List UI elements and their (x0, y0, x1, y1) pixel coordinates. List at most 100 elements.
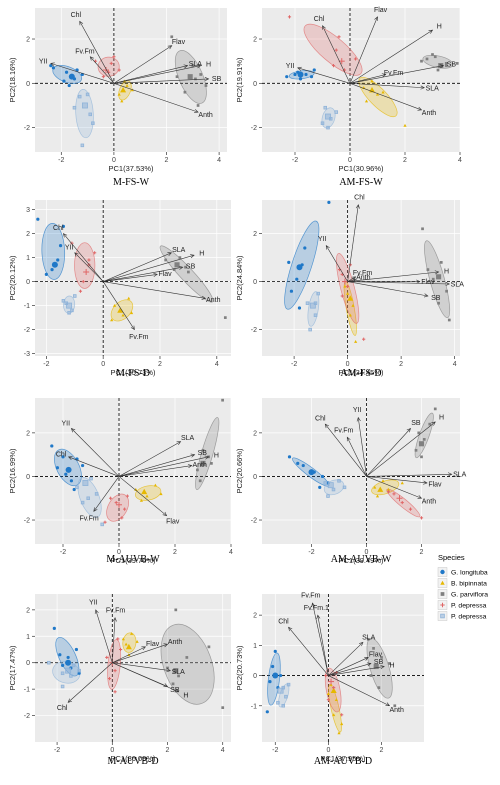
y-axis-label: PC2(20.73%) (235, 645, 244, 691)
data-point (153, 483, 157, 487)
arrow-head (70, 428, 76, 433)
group-centroid (200, 460, 206, 466)
arrow-head (311, 602, 316, 608)
data-point (337, 35, 341, 39)
data-point (377, 686, 381, 689)
x-tick-label: 2 (399, 361, 403, 368)
data-point (77, 668, 81, 673)
y-tick-label: -2 (251, 125, 257, 132)
data-point (445, 289, 448, 293)
loading-arrow (366, 473, 452, 477)
data-point (271, 664, 275, 669)
loading-label: Chl (315, 415, 326, 422)
x-tick-label: 4 (229, 549, 233, 556)
loading-arrow (112, 662, 171, 671)
group-centroid (330, 687, 337, 694)
data-point (201, 448, 205, 452)
loading-arrow (357, 417, 367, 477)
data-point (316, 291, 320, 296)
data-point (296, 461, 300, 465)
data-point (159, 492, 163, 496)
x-tick-label: 0 (326, 747, 330, 754)
loading-arrow (366, 428, 411, 477)
arrow-head (62, 233, 68, 238)
data-point (332, 713, 336, 717)
data-point (110, 318, 114, 322)
arrow-head (67, 698, 73, 703)
x-tick-label: 0 (346, 361, 350, 368)
legend-label: P. depressa (451, 614, 487, 621)
x-tick-label: -2 (58, 157, 64, 164)
arrow-head (355, 204, 360, 209)
data-point (123, 507, 127, 511)
y-tick-label: 0 (253, 474, 257, 481)
data-point (301, 463, 305, 468)
loading-label: SB (212, 76, 222, 83)
data-point (444, 62, 448, 65)
data-point (431, 277, 435, 281)
data-point (129, 311, 134, 315)
data-point (439, 261, 443, 264)
loading-label: SB (374, 659, 384, 666)
loading-arrow (113, 78, 209, 84)
group-centroid (82, 480, 89, 486)
loading-arrow (349, 74, 386, 84)
loading-arrow (103, 252, 172, 282)
x-tick-label: 4 (221, 747, 225, 754)
loading-arrow (347, 276, 356, 282)
group-centroid (103, 67, 110, 74)
data-point (56, 258, 60, 262)
y-axis-label: PC2(20.66%) (235, 448, 244, 494)
data-point (346, 292, 350, 295)
plot-area (35, 200, 231, 356)
data-point (125, 83, 129, 87)
data-point (403, 123, 407, 127)
loading-label: YII (353, 407, 362, 414)
data-point (116, 637, 120, 641)
data-point (62, 79, 66, 83)
data-point (340, 722, 344, 726)
loading-label: SB (186, 263, 196, 270)
data-point (196, 468, 199, 472)
data-point (327, 200, 331, 204)
loading-label: SLA (362, 634, 376, 641)
point-group (305, 291, 320, 332)
data-point (44, 272, 48, 276)
y-axis-label: PC2(16.99%) (8, 448, 17, 494)
loading-label: SLA (181, 435, 195, 442)
panel-caption: M-AUVB-W (106, 554, 160, 565)
arrow-head (346, 436, 351, 442)
data-point (67, 311, 71, 315)
arrow-head (445, 281, 450, 286)
arrow-head (190, 254, 195, 259)
data-point (80, 500, 85, 505)
group-centroid (174, 262, 180, 268)
data-point (326, 125, 330, 130)
arrow-head (380, 665, 385, 670)
point-group (265, 649, 283, 714)
data-point (320, 121, 325, 125)
y-tick-label: 1 (26, 255, 30, 262)
chart-panel-1: Chl YII Fv.Fm Flav SLA H SB Anth -2 0 2 4 -2 0 2 PC1(37… (8, 8, 227, 188)
loading-label: Flav (428, 481, 442, 488)
loading-arrow (349, 16, 378, 84)
data-point (109, 61, 113, 65)
chart-panel-7: YII Fv.Fm Flav Anth SLA SBH Chl -2 0 2 4 -2 -1 0 1 2 PC1… (8, 594, 231, 767)
x-tick-label: 4 (458, 157, 462, 164)
y-tick-label: 1 (26, 634, 30, 641)
y-axis-label: PC2(17.47%) (8, 645, 17, 691)
data-point (172, 268, 176, 271)
group-centroid (51, 261, 58, 268)
confidence-ellipse (41, 223, 66, 280)
point-group (414, 407, 437, 459)
y-tick-label: 2 (253, 37, 257, 44)
x-tick-label: 2 (403, 157, 407, 164)
loading-arrow (325, 245, 348, 282)
data-point (304, 72, 308, 77)
arrow-head (423, 480, 428, 485)
arrow-head (423, 293, 429, 298)
y-tick-label: 2 (26, 430, 30, 437)
data-point (353, 57, 358, 61)
data-point (285, 75, 289, 79)
data-point (297, 306, 302, 310)
